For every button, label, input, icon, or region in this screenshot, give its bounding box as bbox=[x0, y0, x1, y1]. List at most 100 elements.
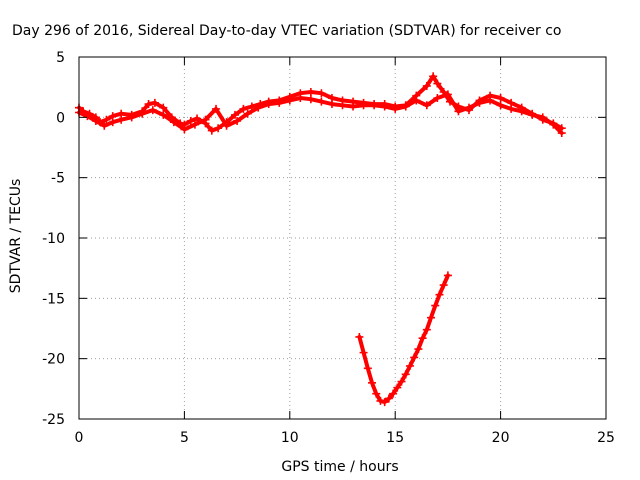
data-point bbox=[180, 125, 189, 134]
ticks: 0 5 10 15 20 25 5 0 -5 -10 -15 -20 -25 bbox=[42, 50, 615, 446]
data-point bbox=[108, 118, 117, 127]
data-point bbox=[422, 81, 431, 90]
data-point bbox=[372, 389, 381, 398]
x-tick-label: 25 bbox=[597, 430, 615, 446]
data-point bbox=[148, 106, 157, 115]
x-tick-label: 15 bbox=[386, 430, 404, 446]
data-point bbox=[380, 398, 389, 407]
data-point bbox=[359, 101, 368, 110]
data-point bbox=[207, 126, 216, 135]
data-point bbox=[380, 102, 389, 111]
data-point bbox=[429, 72, 438, 81]
data-point bbox=[557, 129, 566, 138]
data-point bbox=[355, 332, 364, 341]
data-point bbox=[370, 101, 379, 110]
data-point bbox=[169, 118, 178, 127]
data-point bbox=[363, 364, 372, 373]
data-point bbox=[222, 121, 231, 130]
data-point bbox=[91, 116, 100, 125]
data-point bbox=[338, 101, 347, 110]
data-point bbox=[296, 94, 305, 103]
data-point bbox=[475, 98, 484, 107]
y-tick-label: 0 bbox=[56, 110, 65, 126]
data-point bbox=[397, 377, 406, 386]
data-point bbox=[435, 290, 444, 299]
data-point bbox=[496, 101, 505, 110]
data-point bbox=[431, 301, 440, 310]
data-point bbox=[389, 389, 398, 398]
y-tick-label: -10 bbox=[42, 231, 65, 247]
data-point bbox=[201, 115, 210, 124]
data-point bbox=[454, 107, 463, 116]
data-point bbox=[517, 107, 526, 116]
data-point bbox=[443, 271, 452, 280]
data-point bbox=[150, 98, 159, 107]
data-point bbox=[102, 115, 111, 124]
data-point bbox=[285, 96, 294, 105]
data-layer bbox=[75, 72, 566, 407]
data-point bbox=[349, 102, 358, 111]
data-point bbox=[193, 114, 202, 123]
data-point bbox=[422, 101, 431, 110]
data-point bbox=[418, 334, 427, 343]
data-point bbox=[433, 94, 442, 103]
data-point bbox=[264, 100, 273, 109]
data-point bbox=[496, 94, 505, 103]
data-point bbox=[401, 370, 410, 379]
data-point bbox=[376, 396, 385, 405]
data-point bbox=[439, 281, 448, 290]
data-point bbox=[401, 102, 410, 111]
data-point bbox=[100, 121, 109, 130]
data-point bbox=[359, 348, 368, 357]
x-tick-label: 10 bbox=[281, 430, 299, 446]
data-point bbox=[306, 95, 315, 104]
data-point bbox=[405, 361, 414, 370]
y-tick-label: 5 bbox=[56, 50, 65, 66]
data-point bbox=[414, 345, 423, 354]
data-point bbox=[233, 116, 242, 125]
x-tick-label: 20 bbox=[492, 430, 510, 446]
data-point bbox=[391, 104, 400, 113]
y-tick-label: -5 bbox=[51, 171, 65, 187]
y-tick-label: -25 bbox=[42, 412, 65, 428]
data-point bbox=[507, 104, 516, 113]
data-point bbox=[412, 96, 421, 105]
y-axis-label: SDTVAR / TECUs bbox=[8, 179, 24, 294]
series-line bbox=[357, 273, 450, 405]
data-point bbox=[275, 98, 284, 107]
data-point bbox=[239, 104, 248, 113]
data-point bbox=[306, 87, 315, 96]
data-point bbox=[117, 115, 126, 124]
data-point bbox=[186, 116, 195, 125]
data-point bbox=[317, 89, 326, 98]
data-point bbox=[528, 110, 537, 119]
data-point bbox=[384, 394, 393, 403]
data-point bbox=[549, 120, 558, 129]
data-point bbox=[538, 113, 547, 122]
data-point bbox=[422, 325, 431, 334]
data-point bbox=[443, 90, 452, 99]
series-2 bbox=[355, 271, 452, 407]
chart-title: Day 296 of 2016, Sidereal Day-to-day VTE… bbox=[12, 23, 561, 39]
data-point bbox=[243, 109, 252, 118]
data-point bbox=[327, 100, 336, 109]
data-point bbox=[427, 313, 436, 322]
data-point bbox=[127, 113, 136, 122]
data-point bbox=[214, 124, 223, 133]
data-point bbox=[83, 112, 92, 121]
data-point bbox=[144, 100, 153, 109]
data-point bbox=[138, 109, 147, 118]
data-point bbox=[230, 110, 239, 119]
y-tick-label: -20 bbox=[42, 352, 65, 368]
data-point bbox=[159, 103, 168, 112]
data-point bbox=[212, 104, 221, 113]
data-point bbox=[464, 103, 473, 112]
data-point bbox=[254, 103, 263, 112]
data-point bbox=[190, 120, 199, 129]
data-point bbox=[433, 79, 442, 88]
data-point bbox=[159, 110, 168, 119]
data-point bbox=[368, 378, 377, 387]
grid bbox=[79, 57, 606, 419]
